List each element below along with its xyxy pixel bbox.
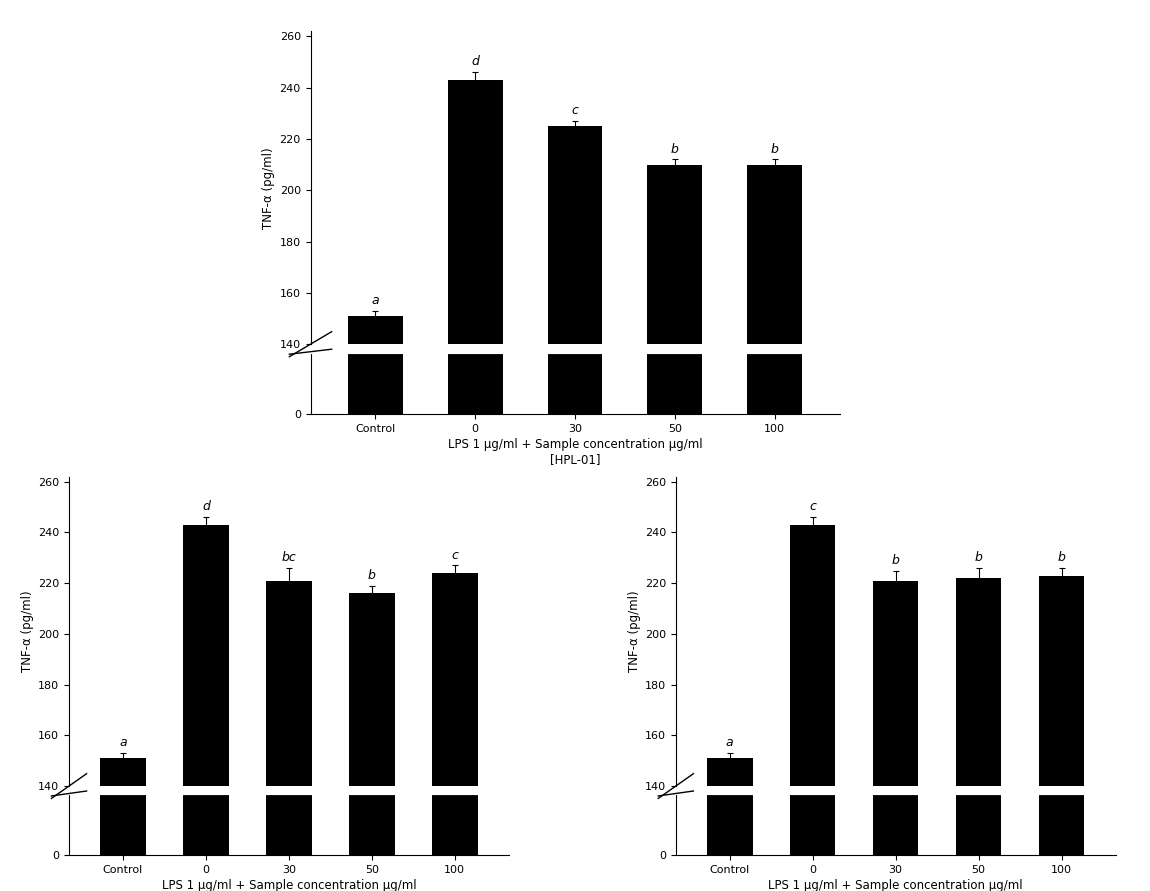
Text: b: b: [368, 569, 376, 582]
Text: b: b: [770, 143, 779, 156]
Bar: [1038, 794, 1084, 855]
Bar: [647, 165, 703, 344]
Text: a: a: [120, 736, 126, 749]
Bar: [956, 578, 1002, 786]
Bar: [647, 352, 703, 414]
Bar: [873, 794, 919, 855]
Text: d: d: [472, 55, 480, 69]
Text: d: d: [202, 501, 209, 513]
Text: b: b: [1058, 552, 1066, 564]
Text: c: c: [451, 549, 458, 561]
Bar: [183, 794, 229, 855]
X-axis label: LPS 1 μg/ml + Sample concentration μg/ml
[AG]: LPS 1 μg/ml + Sample concentration μg/ml…: [768, 879, 1024, 891]
Text: c: c: [810, 501, 816, 513]
Bar: [790, 794, 836, 855]
Bar: [432, 794, 477, 855]
Text: b: b: [975, 552, 982, 564]
Y-axis label: TNF-α (pg/ml): TNF-α (pg/ml): [21, 591, 33, 672]
X-axis label: LPS 1 μg/ml + Sample concentration μg/ml
[GS]: LPS 1 μg/ml + Sample concentration μg/ml…: [161, 879, 416, 891]
Text: b: b: [670, 143, 678, 156]
Text: a: a: [726, 736, 734, 749]
Bar: [100, 794, 146, 855]
Bar: [348, 352, 402, 414]
Bar: [790, 525, 836, 786]
Bar: [348, 593, 394, 786]
Text: bc: bc: [282, 552, 297, 564]
Bar: [547, 127, 603, 344]
Bar: [547, 352, 603, 414]
Bar: [100, 758, 146, 786]
Bar: [447, 352, 503, 414]
Bar: [432, 573, 477, 786]
Y-axis label: TNF-α (pg/ml): TNF-α (pg/ml): [262, 147, 275, 228]
Bar: [748, 165, 802, 344]
Bar: [956, 794, 1002, 855]
Bar: [707, 758, 752, 786]
Bar: [707, 794, 752, 855]
Bar: [447, 80, 503, 344]
Text: a: a: [371, 294, 380, 307]
Bar: [183, 525, 229, 786]
Y-axis label: TNF-α (pg/ml): TNF-α (pg/ml): [628, 591, 641, 672]
Text: c: c: [572, 104, 578, 117]
X-axis label: LPS 1 μg/ml + Sample concentration μg/ml
[HPL-01]: LPS 1 μg/ml + Sample concentration μg/ml…: [447, 438, 703, 466]
Bar: [348, 316, 402, 344]
Bar: [1038, 576, 1084, 786]
Text: b: b: [891, 553, 899, 567]
Bar: [748, 352, 802, 414]
Bar: [873, 581, 919, 786]
Bar: [348, 794, 394, 855]
Bar: [266, 794, 312, 855]
Bar: [266, 581, 312, 786]
